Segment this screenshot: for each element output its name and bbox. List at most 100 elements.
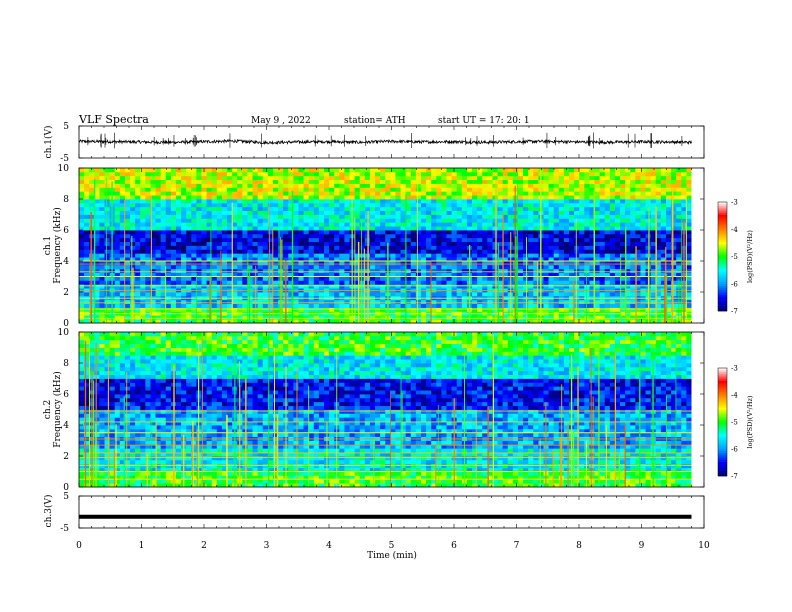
ch1-spec-cell (451, 183, 458, 188)
ch1-spec-cell (339, 218, 345, 223)
ch1-spec-cell (104, 272, 111, 277)
ch1-spec-cell (472, 280, 478, 285)
ch1-spec-cell (410, 241, 417, 246)
ch1-spec-cell (487, 319, 493, 324)
ch1-spec-cell (385, 214, 391, 219)
ch1-spec-cell (318, 214, 325, 219)
ch1-spec-cell (359, 245, 366, 250)
ch1-spec-cell (201, 249, 207, 254)
ch1-spec-cell (614, 195, 621, 200)
ch1-spec-cell (104, 210, 111, 215)
ch1-spec-cell (405, 191, 412, 196)
ch1-spec-cell (390, 183, 396, 188)
ch1-spec-cell (660, 268, 667, 274)
ch1-spec-cell (517, 187, 524, 192)
ch1-spec-cell (614, 257, 621, 262)
ch1-spec-cell (140, 168, 146, 173)
ch1-spec-cell (594, 183, 601, 188)
ch1-spec-cell (569, 226, 575, 231)
ch1-spec-cell (344, 303, 350, 308)
ch1-spec-cell (313, 249, 320, 254)
ch1-spec-cell (186, 226, 192, 231)
ch1-spec-cell (446, 195, 452, 200)
ch1-spec-cell (354, 168, 361, 173)
ch1-spec-cell (420, 245, 427, 250)
ch1-spec-cell (298, 261, 304, 266)
ch1-spec-cell (155, 253, 162, 258)
ch1-spec-cell (145, 249, 151, 254)
ch1-spec-cell (196, 280, 202, 285)
ch1-spec-cell (262, 315, 269, 320)
ch1-spec-cell (574, 268, 580, 274)
ch1-spec-cell (523, 253, 529, 258)
ch1-spec-cell (221, 179, 228, 184)
ch1-spec-cell (589, 292, 595, 297)
ch1-spec-cell (681, 214, 687, 219)
ch1-spec-cell (456, 222, 463, 227)
ch1-spec-cell (645, 218, 652, 223)
ch1-spec-cell (191, 257, 197, 262)
ch1-spec-cell (94, 222, 100, 227)
ch1-spec-cell (676, 230, 682, 235)
ch1-spec-cell (609, 175, 616, 181)
ch1-spec-cell (492, 195, 498, 200)
ch1-spec-cell (461, 284, 468, 289)
ch1-spec-cell (303, 191, 310, 196)
ch1-spec-cell (655, 168, 662, 173)
ch1-spec-cell (528, 268, 534, 274)
ch1-spec-cell (380, 222, 386, 227)
ch1-spec-cell (558, 179, 565, 184)
ch1-spec-cell (569, 292, 575, 297)
ch1-spec-cell (487, 187, 493, 192)
ch1-spec-cell (318, 253, 325, 258)
ch1-spec-cell (584, 233, 590, 239)
ch1-spec-cell (655, 187, 662, 192)
ch1-spec-cell (487, 206, 493, 212)
ch1-spec-cell (237, 179, 243, 184)
ch1-spec-cell (155, 230, 162, 235)
ch1-spec-cell (650, 168, 657, 173)
ch1-spec-cell (186, 292, 192, 297)
ch1-spec-cell (523, 171, 529, 177)
ch1-spec-cell (553, 218, 560, 223)
ch1-spec-cell (150, 206, 156, 212)
ch1-spec-cell (308, 280, 315, 285)
ch1-spec-cell (272, 202, 279, 208)
ch1-spec-cell (614, 261, 621, 266)
ch1-spec-cell (523, 319, 529, 324)
ch1-spec-cell (395, 307, 401, 312)
ch1-spec-cell (451, 218, 458, 223)
ch1-spec-cell (517, 284, 524, 289)
ch1-spec-cell (206, 261, 213, 266)
ch1-spec-cell (160, 257, 167, 262)
ch1-spec-cell (436, 264, 442, 270)
ch1-spec-cell (671, 202, 677, 208)
ch1-spec-cell (594, 253, 601, 258)
ch1-spec-cell (288, 249, 294, 254)
ch1-spec-cell (630, 261, 636, 266)
ch1-spec-cell (533, 199, 539, 204)
ch1-spec-cell (405, 249, 412, 254)
ch1-spec-cell (324, 230, 330, 235)
ch1-spec-cell (431, 222, 437, 227)
ch1-spec-cell (589, 257, 595, 262)
ch1-spec-cell (625, 183, 631, 188)
ch1-spec-cell (502, 195, 509, 200)
ch1-spec-cell (385, 179, 391, 184)
ch1-spec-cell (640, 214, 646, 219)
ch1-spec-cell (456, 264, 463, 270)
ch1-spec-cell (267, 183, 274, 188)
ch1-spec-cell (227, 245, 233, 250)
ch1-spec-cell (548, 272, 555, 277)
ch1-spec-cell (232, 253, 238, 258)
ch1-spec-cell (405, 284, 412, 289)
ch1-spec-cell (548, 168, 555, 173)
ch1-spec-cell (502, 179, 509, 184)
ch1-spec-cell (441, 268, 447, 274)
ch1-spec-cell (385, 218, 391, 223)
ch1-spec-cell (599, 319, 606, 324)
ch1-spec-cell (267, 280, 274, 285)
ch1-spec-cell (665, 280, 672, 285)
ch1-spec-cell (339, 284, 345, 289)
ch1-spec-cell (528, 168, 534, 173)
